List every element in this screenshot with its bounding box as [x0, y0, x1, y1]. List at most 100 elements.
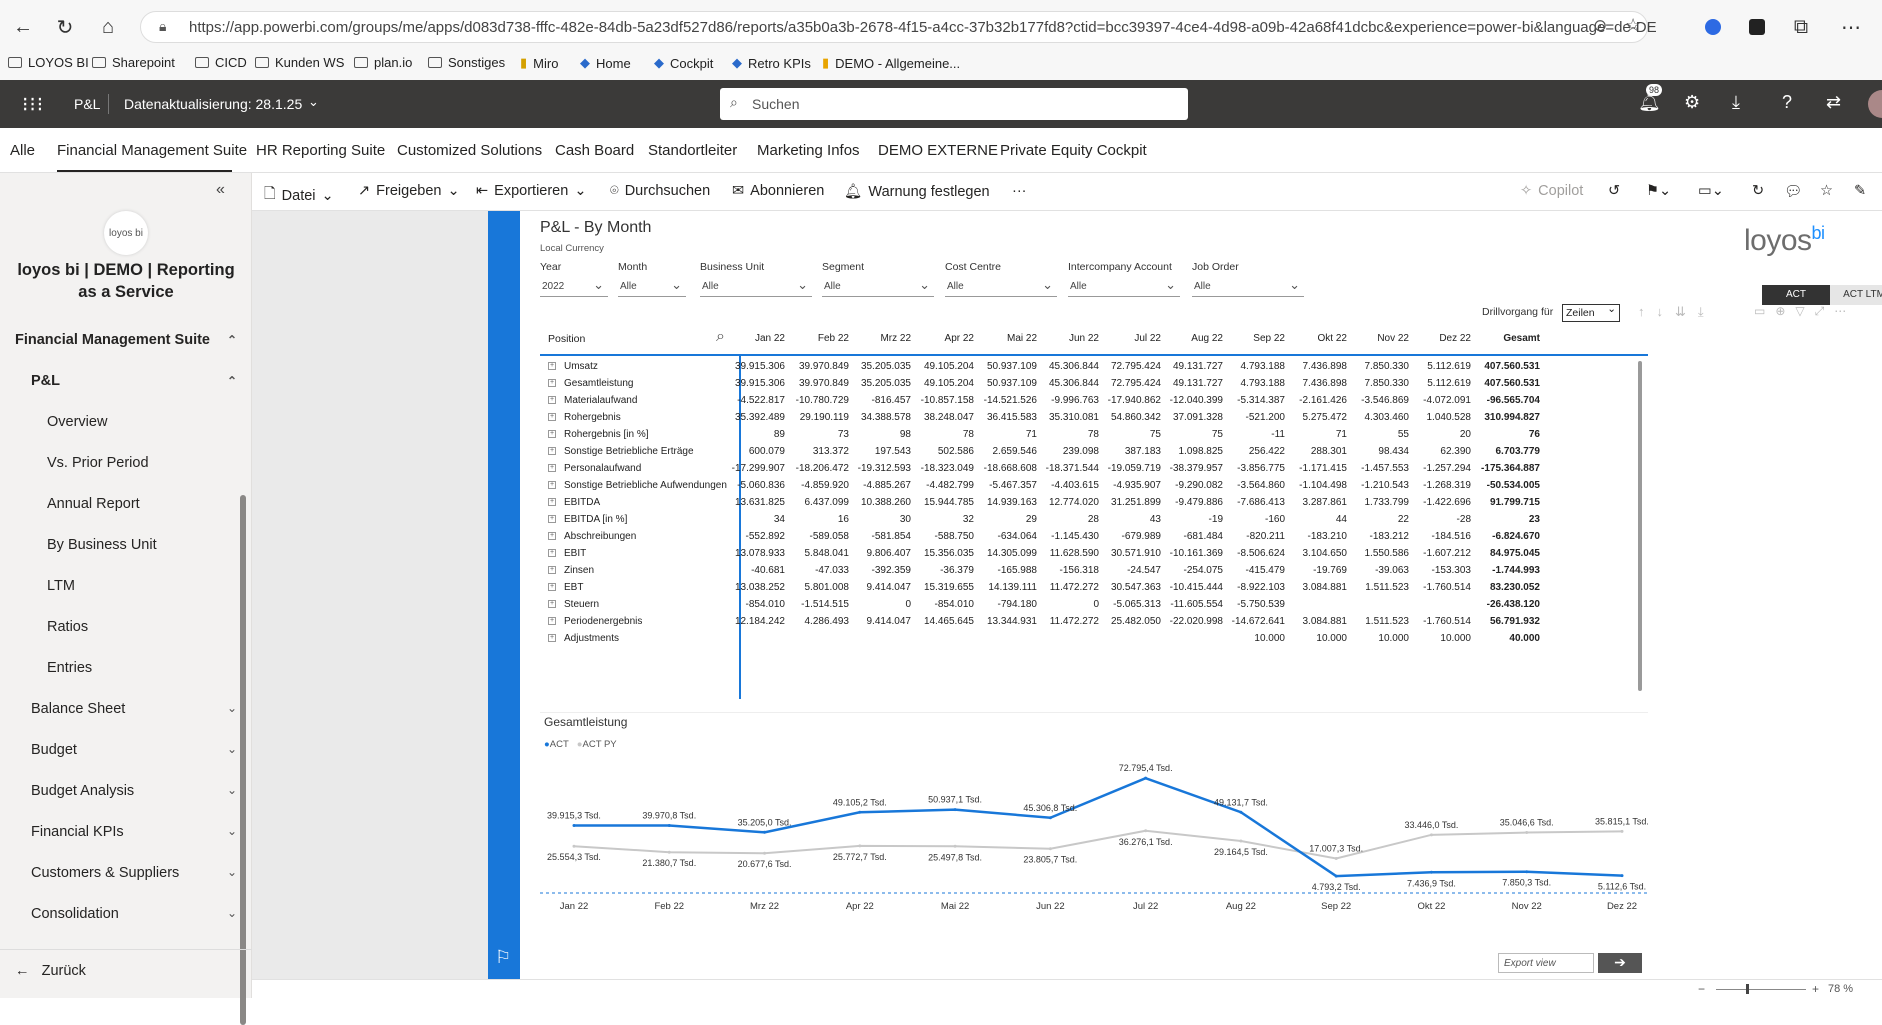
file-menu-button[interactable]: 🗋︎ Datei ⌄ [264, 183, 334, 208]
table-cell[interactable]: -17.299.907 [731, 463, 785, 474]
table-cell[interactable]: 39.915.306 [734, 378, 785, 389]
table-cell[interactable]: -681.484 [1183, 531, 1223, 542]
bookmark-item[interactable]: Sharepoint [92, 55, 175, 70]
matrix-header-cell[interactable]: Apr 22 [944, 333, 974, 344]
table-cell[interactable]: -18.668.608 [983, 463, 1037, 474]
table-cell[interactable]: 49.105.204 [923, 361, 974, 372]
table-cell[interactable]: 14.305.099 [986, 548, 1037, 559]
table-cell[interactable]: -4.885.267 [863, 480, 911, 491]
table-cell[interactable]: -392.359 [871, 565, 911, 576]
table-cell[interactable]: -10.780.729 [795, 395, 849, 406]
table-cell[interactable]: 44 [1335, 514, 1347, 525]
table-cell[interactable]: 34.388.578 [860, 412, 911, 423]
data-point[interactable] [953, 844, 957, 848]
tab-financial-management-suite[interactable]: Financial Management Suite [57, 142, 248, 159]
expand-icon[interactable]: + [548, 379, 556, 387]
bookmark-item[interactable]: CICD [195, 55, 247, 70]
table-cell[interactable]: 38.248.047 [923, 412, 974, 423]
data-point[interactable] [1525, 870, 1529, 874]
help-icon[interactable]: ? [1782, 92, 1793, 112]
table-cell[interactable]: -12.040.399 [1169, 395, 1223, 406]
table-cell[interactable]: 7.850.330 [1364, 378, 1410, 389]
table-cell[interactable]: 14.939.163 [986, 497, 1037, 508]
bookmark-icon[interactable]: ⚑⌄ [1646, 183, 1672, 199]
table-cell[interactable]: -165.988 [997, 565, 1037, 576]
table-cell[interactable]: -22.020.998 [1169, 616, 1223, 627]
bookmark-icon[interactable]: ⚐ [495, 947, 512, 967]
table-cell[interactable]: 4.303.460 [1364, 412, 1410, 423]
zoom-slider-thumb[interactable] [1746, 984, 1749, 994]
table-cell[interactable]: -183.210 [1307, 531, 1347, 542]
table-cell[interactable]: -18.323.049 [920, 463, 974, 474]
table-cell[interactable]: 45.306.844 [1048, 361, 1099, 372]
bookmark-item[interactable]: LOYOS BI [8, 55, 89, 70]
data-point[interactable] [1620, 829, 1624, 833]
edit-icon[interactable]: ✎ [1854, 183, 1867, 199]
table-cell[interactable]: -1.422.696 [1423, 497, 1471, 508]
legend-item-act[interactable]: ●ACT [544, 739, 569, 750]
table-cell[interactable]: 98 [899, 429, 911, 440]
nav-page-ratios[interactable]: Ratios [47, 619, 89, 635]
filter-dropdown[interactable]: Alle [700, 277, 812, 297]
table-cell[interactable]: 10.000 [1254, 633, 1285, 644]
table-row[interactable]: + Periodenergebnis 12.184.242 4.286.493 9.41… [540, 612, 1648, 632]
table-cell[interactable]: 12.184.242 [734, 616, 785, 627]
table-cell[interactable]: 29.190.119 [799, 412, 849, 423]
table-cell[interactable]: -4.935.907 [1113, 480, 1161, 491]
export-go-button[interactable]: ➔ [1598, 953, 1642, 973]
export-view-input[interactable]: Export view [1498, 953, 1594, 973]
table-cell[interactable]: 54.860.342 [1110, 412, 1161, 423]
favorite-star-icon[interactable]: ☆ [1625, 15, 1642, 35]
table-row[interactable]: + Personalaufwand -17.299.907 -18.206.472 -1… [540, 459, 1648, 479]
table-cell[interactable]: 13.631.825 [734, 497, 785, 508]
table-cell[interactable]: -38.379.957 [1169, 463, 1223, 474]
bookmark-item[interactable]: ▮ DEMO - Allgemeine... [822, 55, 961, 71]
table-cell[interactable]: 11.472.272 [1049, 616, 1099, 627]
table-cell[interactable]: -1.760.514 [1423, 616, 1471, 627]
table-cell[interactable]: 36.415.583 [986, 412, 1037, 423]
nav-group-budget-analysis[interactable]: Budget Analysis ⌄ [31, 783, 237, 799]
table-cell[interactable]: 0 [905, 599, 911, 610]
table-cell[interactable]: 600.079 [748, 446, 785, 457]
matrix-header-cell[interactable]: Jan 22 [754, 333, 785, 344]
nav-group-customers[interactable]: Customers & Suppliers ⌄ [31, 865, 237, 881]
table-row[interactable]: + Rohergebnis [in %] 89 73 98 78 71 78 75 75 -11 71… [540, 425, 1648, 445]
table-cell[interactable]: 6.437.099 [804, 497, 850, 508]
filter-dropdown[interactable]: Alle [1192, 277, 1304, 297]
data-point[interactable] [667, 823, 671, 827]
favorite-icon[interactable]: ☆ [1820, 183, 1833, 199]
table-cell[interactable]: 4.286.493 [804, 616, 850, 627]
table-cell[interactable]: 73 [837, 429, 849, 440]
table-cell[interactable]: 5.112.619 [1427, 378, 1471, 389]
table-cell[interactable]: 16 [837, 514, 849, 525]
table-cell[interactable]: 50.937.109 [986, 378, 1037, 389]
data-point[interactable] [1239, 810, 1243, 814]
bookmark-item[interactable]: ◆ Cockpit [654, 55, 714, 71]
table-cell[interactable]: -6.824.670 [1492, 531, 1540, 542]
expand-icon[interactable]: + [548, 515, 556, 523]
table-cell[interactable]: 83.230.052 [1489, 582, 1540, 593]
toggle-act[interactable]: ACT [1762, 285, 1830, 305]
matrix-header-cell[interactable]: Sep 22 [1253, 333, 1285, 344]
table-cell[interactable]: -156.318 [1059, 565, 1099, 576]
browser-menu-icon[interactable]: ⋯ [1841, 16, 1861, 39]
table-cell[interactable]: 4.793.188 [1240, 361, 1286, 372]
tab-demo-externe[interactable]: DEMO EXTERNE [878, 142, 999, 159]
app-launcher-icon[interactable]: ⁝⁝⁝ [22, 94, 45, 116]
matrix-header-cell[interactable]: Jul 22 [1134, 333, 1161, 344]
table-cell[interactable]: -521.200 [1245, 412, 1285, 423]
series-line-act-py[interactable] [573, 829, 1623, 860]
matrix-scrollbar[interactable] [1638, 361, 1642, 691]
table-cell[interactable]: -1.145.430 [1051, 531, 1099, 542]
data-point[interactable] [1429, 833, 1433, 837]
table-cell[interactable]: -254.075 [1183, 565, 1223, 576]
data-point[interactable] [953, 808, 957, 812]
table-cell[interactable]: 13.038.252 [734, 582, 785, 593]
table-cell[interactable]: 502.586 [937, 446, 974, 457]
table-cell[interactable]: -11.605.554 [1170, 599, 1223, 610]
data-point[interactable] [1334, 857, 1338, 861]
table-cell[interactable]: -9.290.082 [1175, 480, 1223, 491]
table-cell[interactable]: 5.848.041 [804, 548, 850, 559]
table-cell[interactable]: -8.922.103 [1237, 582, 1285, 593]
table-cell[interactable]: 76 [1528, 429, 1540, 440]
